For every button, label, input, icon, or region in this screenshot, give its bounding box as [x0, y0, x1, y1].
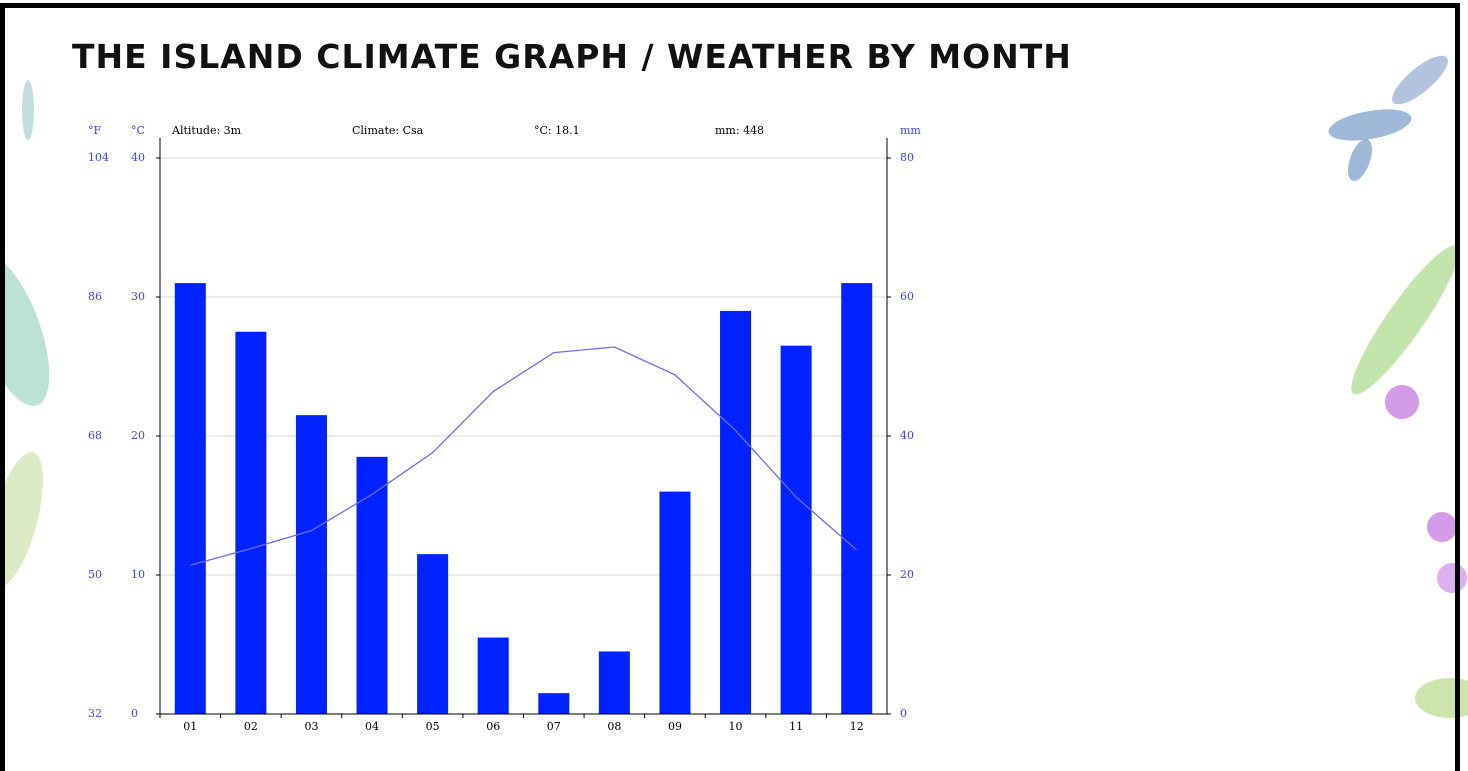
x-tick-label: 06 [486, 720, 500, 733]
bar [478, 638, 509, 714]
header-info: mm: 448 [715, 124, 764, 137]
y2-tick-label: 0 [900, 707, 907, 720]
x-tick-label: 08 [607, 720, 621, 733]
bar [659, 492, 690, 714]
header-info: Climate: Csa [352, 124, 424, 137]
x-tick-label: 04 [365, 720, 379, 733]
bar [235, 332, 266, 714]
chart-title: THE ISLAND CLIMATE GRAPH / WEATHER BY MO… [72, 37, 1072, 76]
temperature-line [190, 347, 856, 565]
y-tick-label: 0 [131, 707, 138, 720]
x-tick-label: 05 [426, 720, 440, 733]
celsius-unit: °C [131, 124, 145, 137]
x-tick-label: 02 [244, 720, 258, 733]
fahrenheit-unit: °F [88, 124, 102, 137]
y2-tick-label: 80 [900, 151, 914, 164]
y2-tick-label: 40 [900, 429, 914, 442]
x-tick-label: 12 [850, 720, 864, 733]
header-info: °C: 18.1 [534, 124, 580, 137]
y-tick-label: 30 [131, 290, 145, 303]
y-tick-label: 10 [131, 568, 145, 581]
x-tick-label: 01 [183, 720, 197, 733]
y-fahrenheit-tick-label: 104 [88, 151, 109, 164]
bar [296, 415, 327, 714]
bar [599, 651, 630, 714]
bar [175, 283, 206, 714]
y-fahrenheit-tick-label: 32 [88, 707, 102, 720]
y-tick-label: 40 [131, 151, 145, 164]
x-tick-label: 11 [789, 720, 803, 733]
x-tick-label: 10 [729, 720, 743, 733]
y-fahrenheit-tick-label: 68 [88, 429, 102, 442]
bar [417, 554, 448, 714]
bar [357, 457, 388, 714]
y2-tick-label: 20 [900, 568, 914, 581]
page: THE ISLAND CLIMATE GRAPH / WEATHER BY MO… [0, 0, 1468, 771]
bar [841, 283, 872, 714]
chart: THE ISLAND CLIMATE GRAPH / WEATHER BY MO… [0, 0, 1468, 771]
header-info: Altitude: 3m [171, 124, 242, 137]
x-tick-label: 07 [547, 720, 561, 733]
mm-unit: mm [900, 124, 921, 137]
y-fahrenheit-tick-label: 86 [88, 290, 102, 303]
y2-tick-label: 60 [900, 290, 914, 303]
bar [781, 346, 812, 714]
x-tick-label: 03 [304, 720, 318, 733]
y-tick-label: 20 [131, 429, 145, 442]
bar [720, 311, 751, 714]
bar [538, 693, 569, 714]
x-tick-label: 09 [668, 720, 682, 733]
y-fahrenheit-tick-label: 50 [88, 568, 102, 581]
